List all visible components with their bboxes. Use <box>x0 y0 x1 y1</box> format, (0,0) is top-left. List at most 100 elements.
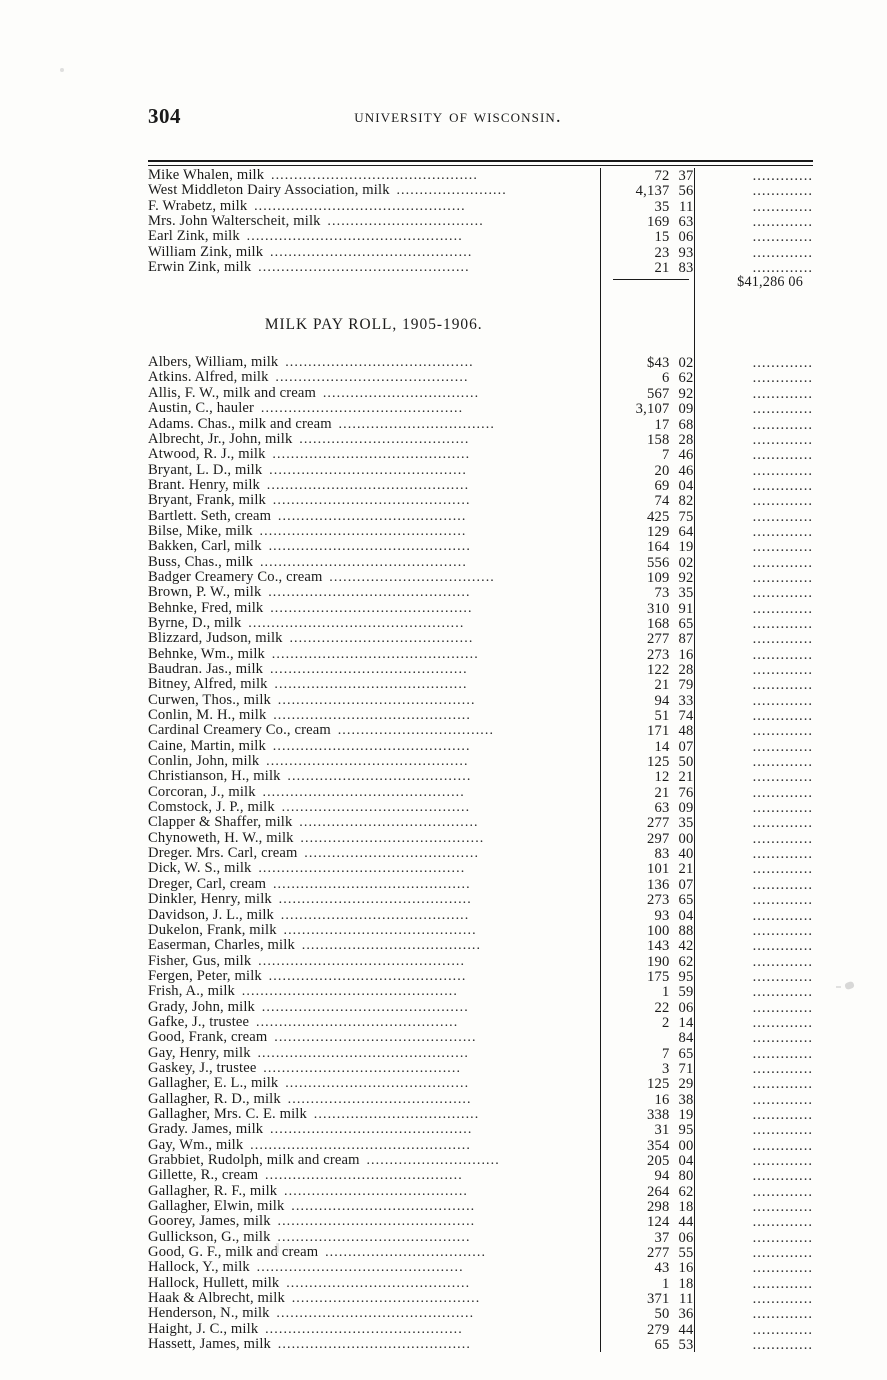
table-row: Bilse, Mike, milk ......................… <box>148 523 813 540</box>
entry-name: Conlin, M. H., milk ....................… <box>148 708 472 724</box>
entry-name: Gallagher, R. F., milk .................… <box>148 1183 469 1199</box>
total-column-leader: ............. <box>693 1183 813 1200</box>
entry-name: Corcoran, J., milk .....................… <box>148 784 465 800</box>
dot-leader: ........................................… <box>263 1060 462 1076</box>
table-row: Grady. James, milk .....................… <box>148 1122 813 1138</box>
entry-amount: 109 92 <box>599 569 694 586</box>
entry-name: Good, G. F., milk and cream ............… <box>148 1245 487 1261</box>
amount-dollars: 279 <box>647 1321 670 1338</box>
total-column-leader: ............. <box>693 984 813 1000</box>
total-column-leader: ............. <box>693 1137 813 1153</box>
amount-cents: 02 <box>678 355 694 371</box>
entry-name: Atkins. Alfred, milk ...................… <box>148 370 469 386</box>
amount-cents: 16 <box>678 1260 694 1276</box>
amount-dollars: 72 <box>654 168 670 184</box>
entry-amount: 136 07 <box>599 876 694 893</box>
entry-amount: 338 19 <box>599 1106 694 1123</box>
entry-amount: 425 75 <box>599 508 694 524</box>
entry-name: Bakken, Carl, milk .....................… <box>148 539 471 555</box>
total-column-leader: ............. <box>693 922 813 939</box>
dot-leader: ............................. <box>366 1153 500 1168</box>
spacer-cell <box>148 333 600 347</box>
entry-name: Byrne, D., milk ........................… <box>148 615 465 631</box>
amount-cents: 21 <box>678 861 694 877</box>
total-column-leader: ............. <box>693 198 813 215</box>
table-row: William Zink, milk .....................… <box>148 244 813 261</box>
table-row: Good, G. F., milk and cream ............… <box>148 1245 813 1261</box>
table-row: Behnke, Fred, milk .....................… <box>148 600 813 616</box>
dot-leader: ........................................… <box>266 754 469 770</box>
amount-cents: 28 <box>678 662 694 678</box>
entry-amount: 3 71 <box>599 1060 694 1077</box>
amount-dollars: 124 <box>647 1214 670 1230</box>
amount-dollars: 74 <box>654 493 670 509</box>
dot-leader: ........................................… <box>268 968 467 984</box>
total-column-leader: ............. <box>693 1199 813 1215</box>
amount-dollars: 101 <box>647 861 670 877</box>
entry-name: Caine, Martin, milk ....................… <box>148 738 471 754</box>
table-row: Allis, F. W., milk and cream ...........… <box>148 385 813 402</box>
amount-dollars: 129 <box>647 523 670 540</box>
total-column-leader: ............. <box>693 600 813 616</box>
entry-name: Austin, C., hauler .....................… <box>148 401 464 417</box>
entry-amount: 168 65 <box>599 615 694 632</box>
spacer-row <box>148 347 813 356</box>
amount-dollars: 164 <box>647 539 670 555</box>
scan-artifact <box>60 68 64 72</box>
entry-amount: 14 07 <box>599 738 694 755</box>
entry-name: Grabbiet, Rudolph, milk and cream ......… <box>148 1153 500 1168</box>
total-column-leader: ............. <box>693 168 813 184</box>
entry-amount: 21 76 <box>599 784 694 801</box>
table-row: Buss, Chas., milk ......................… <box>148 554 813 570</box>
total-column-leader: ............. <box>693 1337 813 1353</box>
entry-name: Buss, Chas., milk ......................… <box>148 554 467 570</box>
amount-cents: 62 <box>678 953 694 969</box>
dot-leader: ........................................… <box>258 260 470 276</box>
entry-name: Clapper & Shaffer, milk ................… <box>148 815 479 831</box>
dot-leader: ........................................… <box>269 662 468 677</box>
entry-name: Gallagher, E. L., milk .................… <box>148 1076 470 1092</box>
total-column-leader: ............. <box>693 1076 813 1092</box>
total-column-leader: ............. <box>693 615 813 632</box>
spacer-cell <box>599 289 694 305</box>
amount-cents: 82 <box>678 493 694 509</box>
amount-cents: 75 <box>678 508 694 524</box>
table-top-rule <box>148 160 813 166</box>
entry-amount: 129 64 <box>599 523 694 540</box>
amount-cents: 19 <box>678 1106 694 1123</box>
table-row: Brown, P. W., milk .....................… <box>148 585 813 601</box>
entry-name: Gallagher, R. D., milk .................… <box>148 1091 472 1107</box>
table-row: Gallagher, Mrs. C. E. milk .............… <box>148 1106 813 1123</box>
dot-leader: ........................................… <box>259 523 467 539</box>
amount-dollars: 50 <box>654 1306 670 1322</box>
total-column-leader: ............. <box>693 385 813 402</box>
table-row: Henderson, N., milk ....................… <box>148 1306 813 1322</box>
entry-amount: 190 62 <box>599 953 694 969</box>
entry-name: William Zink, milk .....................… <box>148 244 473 260</box>
entry-name: Albers, William, milk ..................… <box>148 355 474 371</box>
total-column-leader: ............. <box>693 508 813 524</box>
entry-amount: 1 18 <box>599 1275 694 1292</box>
table-row: Byrne, D., milk ........................… <box>148 615 813 632</box>
entry-name: Badger Creamery Co., cream .............… <box>148 569 495 585</box>
total-column-leader: ............. <box>693 784 813 801</box>
dot-leader: ........................................… <box>272 493 471 509</box>
entry-amount: 125 29 <box>599 1076 694 1092</box>
amount-dollars: 109 <box>647 569 670 586</box>
total-column-leader: ............. <box>693 416 813 432</box>
amount-cents: 68 <box>678 416 694 432</box>
amount-cents: 00 <box>678 830 694 847</box>
amount-dollars: 425 <box>647 508 670 524</box>
table-row: Brant. Henry, milk .....................… <box>148 477 813 494</box>
spacer-cell <box>599 304 694 319</box>
amount-dollars: 31 <box>654 1122 670 1138</box>
amount-dollars: 264 <box>647 1183 670 1200</box>
dot-leader: ........................................… <box>241 984 458 1000</box>
dot-leader: ........................................… <box>281 800 471 816</box>
amount-cents: 80 <box>678 1168 694 1184</box>
total-column-leader: ............. <box>693 1168 813 1184</box>
entry-amount: 6 62 <box>599 370 694 386</box>
amount-dollars: 371 <box>647 1291 670 1307</box>
table-row: Christianson, H., milk .................… <box>148 769 813 785</box>
amount-cents: 93 <box>678 244 694 261</box>
